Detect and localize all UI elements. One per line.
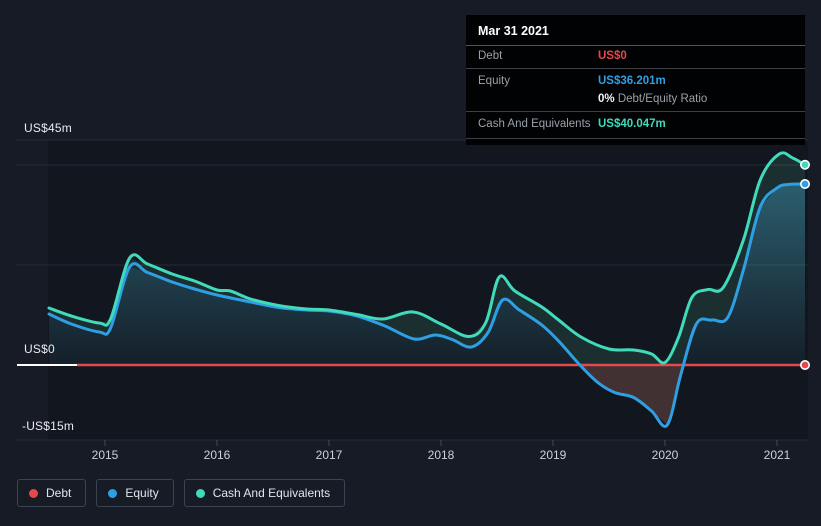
x-axis-label: 2016 [204,448,231,462]
x-axis-label: 2015 [92,448,119,462]
tooltip-equity-label: Equity [478,75,510,87]
legend-debt-label: Debt [46,486,72,500]
legend-item-equity[interactable]: Equity [96,479,174,507]
x-axis-label: 2019 [540,448,567,462]
chart-tooltip: Mar 31 2021 Debt US$0 Equity US$36.201m … [466,15,805,145]
debt-endpoint-marker[interactable] [799,359,810,370]
ratio-percent: 0% [598,93,615,105]
x-axis-label: 2018 [428,448,455,462]
tooltip-row-equity: Equity US$36.201m [466,68,805,91]
y-axis-label-0: US$0 [24,342,55,356]
tooltip-row-debt: Debt US$0 [466,46,805,66]
legend-equity-label: Equity [125,486,159,500]
chart-legend: Debt Equity Cash And Equivalents [17,479,346,507]
legend-cash-label: Cash And Equivalents [212,486,331,500]
equity-series-dot-icon [108,488,118,498]
legend-item-debt[interactable]: Debt [17,479,87,507]
y-axis-label-neg15m: -US$15m [22,419,75,433]
ratio-text: Debt/Equity Ratio [614,93,708,105]
cash-and-equivalents-endpoint-marker[interactable] [799,159,810,170]
legend-item-cash[interactable]: Cash And Equivalents [183,479,346,507]
tooltip-debt-value: US$0 [598,50,627,62]
cash-line [47,151,807,365]
tooltip-row-cash: Cash And Equivalents US$40.047m [466,111,805,134]
tooltip-debt-label: Debt [478,50,503,62]
area-fill [49,183,805,365]
equity-line [47,182,807,428]
tooltip-date: Mar 31 2021 [466,15,805,46]
tooltip-cash-label: Cash And Equivalents [478,118,591,130]
debt-series-dot-icon [29,488,38,498]
tooltip-bottom-divider [466,138,805,139]
band-fill [49,154,805,425]
equity-endpoint-marker[interactable] [799,178,810,189]
tooltip-cash-value: US$40.047m [598,118,666,130]
tooltip-debt-equity-ratio: 0% Debt/Equity Ratio [466,91,805,109]
cash-series-dot-icon [195,488,205,498]
x-axis-label: 2021 [764,448,791,462]
x-axis-label: 2017 [316,448,343,462]
negative-equity-fill [49,365,805,425]
y-axis-label-45m: US$45m [24,121,72,135]
tooltip-equity-value: US$36.201m [598,75,666,87]
x-axis-label: 2020 [652,448,679,462]
